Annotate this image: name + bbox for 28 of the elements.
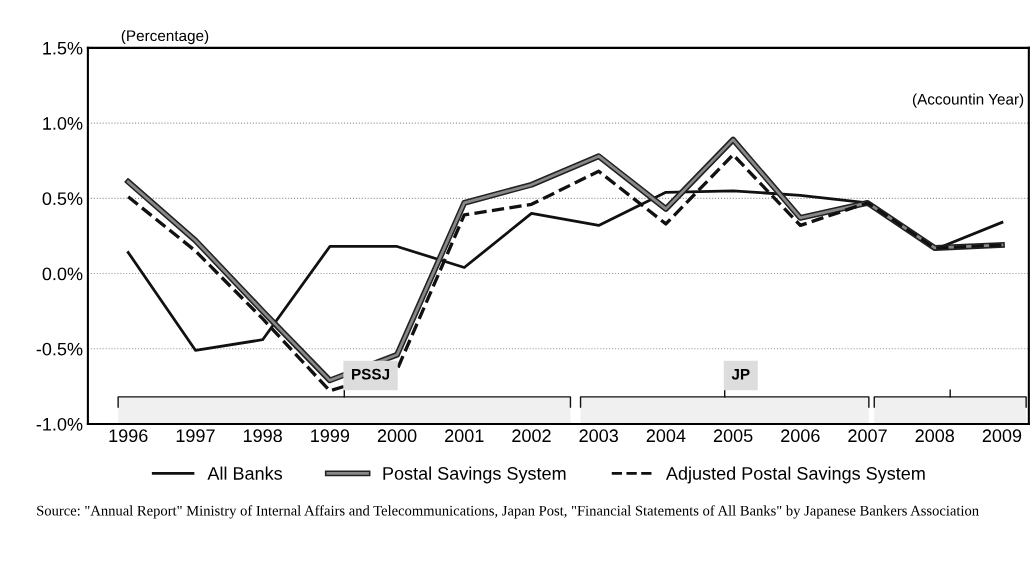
x-tick-label: 2006 — [781, 429, 820, 443]
x-tick-label: 1997 — [176, 429, 215, 443]
band-label: PSSJ — [352, 368, 390, 380]
x-tick-label: 2008 — [915, 429, 955, 443]
x-tick-label: 2003 — [579, 429, 618, 443]
x-tick-label: 2000 — [377, 429, 417, 443]
x-axis-title: (Accountin Year) — [912, 93, 1024, 108]
y-tick-label: 0.0% — [42, 267, 83, 281]
x-tick-label: 2005 — [713, 429, 753, 443]
x-tick-label: 2004 — [646, 429, 686, 443]
x-tick-label: 1998 — [243, 429, 282, 443]
source-note: Source: "Annual Report" Ministry of Internal Affairs and Telecommunications, Japan Post, "Financial Statements of All Banks" by Japanese Bankers Association — [37, 505, 979, 519]
legend-label: Postal Savings System — [383, 466, 566, 484]
y-axis-title: (Percentage) — [121, 29, 209, 45]
band-label: JP — [731, 368, 750, 380]
x-tick-label: 1999 — [311, 429, 350, 443]
x-tick-label: 2009 — [982, 429, 1022, 443]
y-tick-label: -1.0% — [36, 417, 83, 431]
y-tick-label: 1.0% — [43, 117, 83, 130]
y-tick-label: -0.5% — [36, 342, 83, 356]
legend-label: Adjusted Postal Savings System — [665, 466, 925, 484]
x-tick-label: 1996 — [109, 429, 148, 443]
x-tick-label: 2001 — [445, 429, 484, 443]
x-tick-label: 2002 — [512, 429, 551, 443]
y-tick-label: 0.5% — [42, 192, 83, 206]
y-tick-label: 1.5% — [43, 41, 83, 55]
x-tick-label: 2007 — [848, 429, 887, 443]
legend-label: All Banks — [207, 466, 283, 480]
